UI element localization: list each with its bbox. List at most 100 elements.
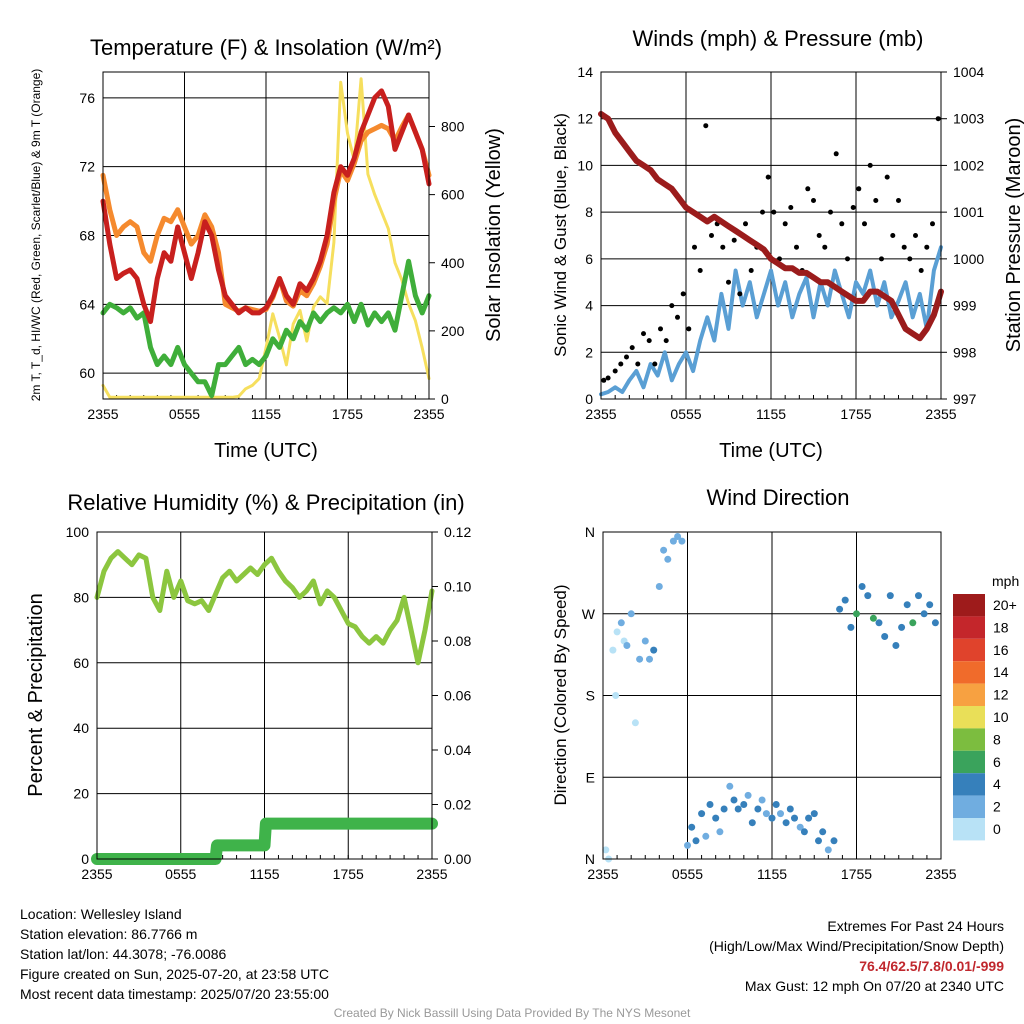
direction-point <box>786 805 794 813</box>
y-tick-label: 64 <box>79 296 95 312</box>
y-tick-label: 12 <box>577 111 593 127</box>
gust-point <box>737 291 743 297</box>
x-axis-label: Time (UTC) <box>214 440 318 462</box>
station-info: Location: Wellesley Island Station eleva… <box>20 904 329 1004</box>
colorbar-label: 4 <box>993 776 1001 792</box>
direction-point <box>768 814 776 822</box>
gust-point <box>782 221 788 227</box>
x-tick-label: 1155 <box>249 866 279 882</box>
y-tick-label: 0 <box>585 391 593 407</box>
y-tick-label: 72 <box>79 159 95 175</box>
x-tick-label: 0555 <box>670 406 701 422</box>
y-tick-label: 40 <box>73 720 89 736</box>
station-location: Location: Wellesley Island <box>20 906 182 922</box>
direction-point <box>805 814 813 822</box>
y2-tick-label: 0.04 <box>444 742 471 758</box>
x-tick-label: 2355 <box>81 866 112 882</box>
y2-tick-label: 1001 <box>953 204 984 220</box>
gust-point <box>850 205 856 210</box>
direction-point <box>678 537 686 545</box>
x-tick-label: 2355 <box>87 406 118 422</box>
colorbar-swatch <box>953 795 985 818</box>
direction-point <box>698 810 706 818</box>
direction-point <box>612 692 620 699</box>
direction-point <box>623 642 631 649</box>
gust-point <box>675 314 680 320</box>
colorbar-swatch <box>953 661 985 684</box>
direction-point <box>881 633 889 640</box>
gust-point <box>697 268 703 273</box>
y2-tick-label: 0 <box>441 391 449 407</box>
direction-point <box>627 610 635 618</box>
y-tick-label: 20 <box>73 786 89 802</box>
colorbar-label: 0 <box>993 821 1001 837</box>
gust-point <box>605 375 611 381</box>
y-tick-label: 2 <box>585 344 593 360</box>
y-tick-label: 80 <box>73 589 89 605</box>
direction-point <box>609 646 617 654</box>
direction-point <box>684 841 691 849</box>
dewpoint-line <box>100 258 432 399</box>
direction-point <box>853 610 860 618</box>
gust-point <box>703 123 709 129</box>
y-tick-label: W <box>582 606 596 622</box>
gust-point <box>935 116 941 122</box>
plot-border <box>102 71 430 400</box>
y-axis-label: 2m T, T_d, HI/WC (Red, Green, Scarlet/Bl… <box>29 69 43 402</box>
gust-point <box>709 233 714 238</box>
gust-point <box>816 233 822 238</box>
gust-point <box>612 368 618 374</box>
direction-point <box>655 583 663 590</box>
direction-point <box>886 592 894 600</box>
y-tick-label: 4 <box>585 298 593 314</box>
colorbar-label: 18 <box>993 619 1009 635</box>
gust-point <box>879 256 884 262</box>
direction-point <box>869 614 877 622</box>
colorbar-label: 20+ <box>993 597 1017 613</box>
gust-point <box>726 279 731 285</box>
direction-point <box>909 619 917 627</box>
panel-3: Relative Humidity (%) & Precipitation (i… <box>25 490 471 882</box>
colorbar-swatch <box>953 706 985 729</box>
mesonet-figure: Temperature (F) & Insolation (W/m²)2355 0… <box>25 26 1024 882</box>
direction-point <box>898 623 906 631</box>
station-elevation: Station elevation: 86.7766 m <box>20 926 198 942</box>
colorbar-label: 16 <box>993 642 1009 658</box>
gust-point <box>901 244 907 250</box>
colorbar-swatch <box>953 683 985 706</box>
gust-point <box>731 237 737 243</box>
x-tick-label: 2355 <box>413 406 444 422</box>
gust-point <box>924 244 930 250</box>
x-tick-label: 1755 <box>840 406 871 422</box>
direction-point <box>800 828 808 836</box>
gust-point <box>641 331 646 337</box>
gust-point <box>658 326 663 332</box>
direction-point <box>748 819 756 827</box>
direction-point <box>824 846 832 854</box>
panel-title: Winds (mph) & Pressure (mb) <box>633 26 924 51</box>
direction-point <box>819 828 827 836</box>
gust-point <box>856 186 862 192</box>
x-tick-label: 1155 <box>757 866 787 882</box>
x-tick-label: 0555 <box>165 866 196 882</box>
gust-point <box>788 205 794 210</box>
gust-point <box>822 244 828 250</box>
gust-point <box>833 151 839 157</box>
gust-point <box>760 209 765 215</box>
pressure-line <box>598 111 944 342</box>
direction-point <box>702 832 710 840</box>
direction-point <box>740 801 748 808</box>
y-tick-label: 14 <box>577 64 593 80</box>
gust-point <box>918 268 924 273</box>
direction-point <box>602 846 610 854</box>
y2-tick-label: 1003 <box>953 111 984 127</box>
direction-point <box>777 810 784 818</box>
colorbar-swatch <box>953 750 985 774</box>
gust-point <box>765 174 771 180</box>
plot-border <box>600 71 942 400</box>
direction-point <box>858 583 866 590</box>
gust-point <box>873 198 879 203</box>
gust-point <box>867 162 873 168</box>
extremes-values: 76.4/62.5/7.8/0.01/-999 <box>859 958 1004 974</box>
